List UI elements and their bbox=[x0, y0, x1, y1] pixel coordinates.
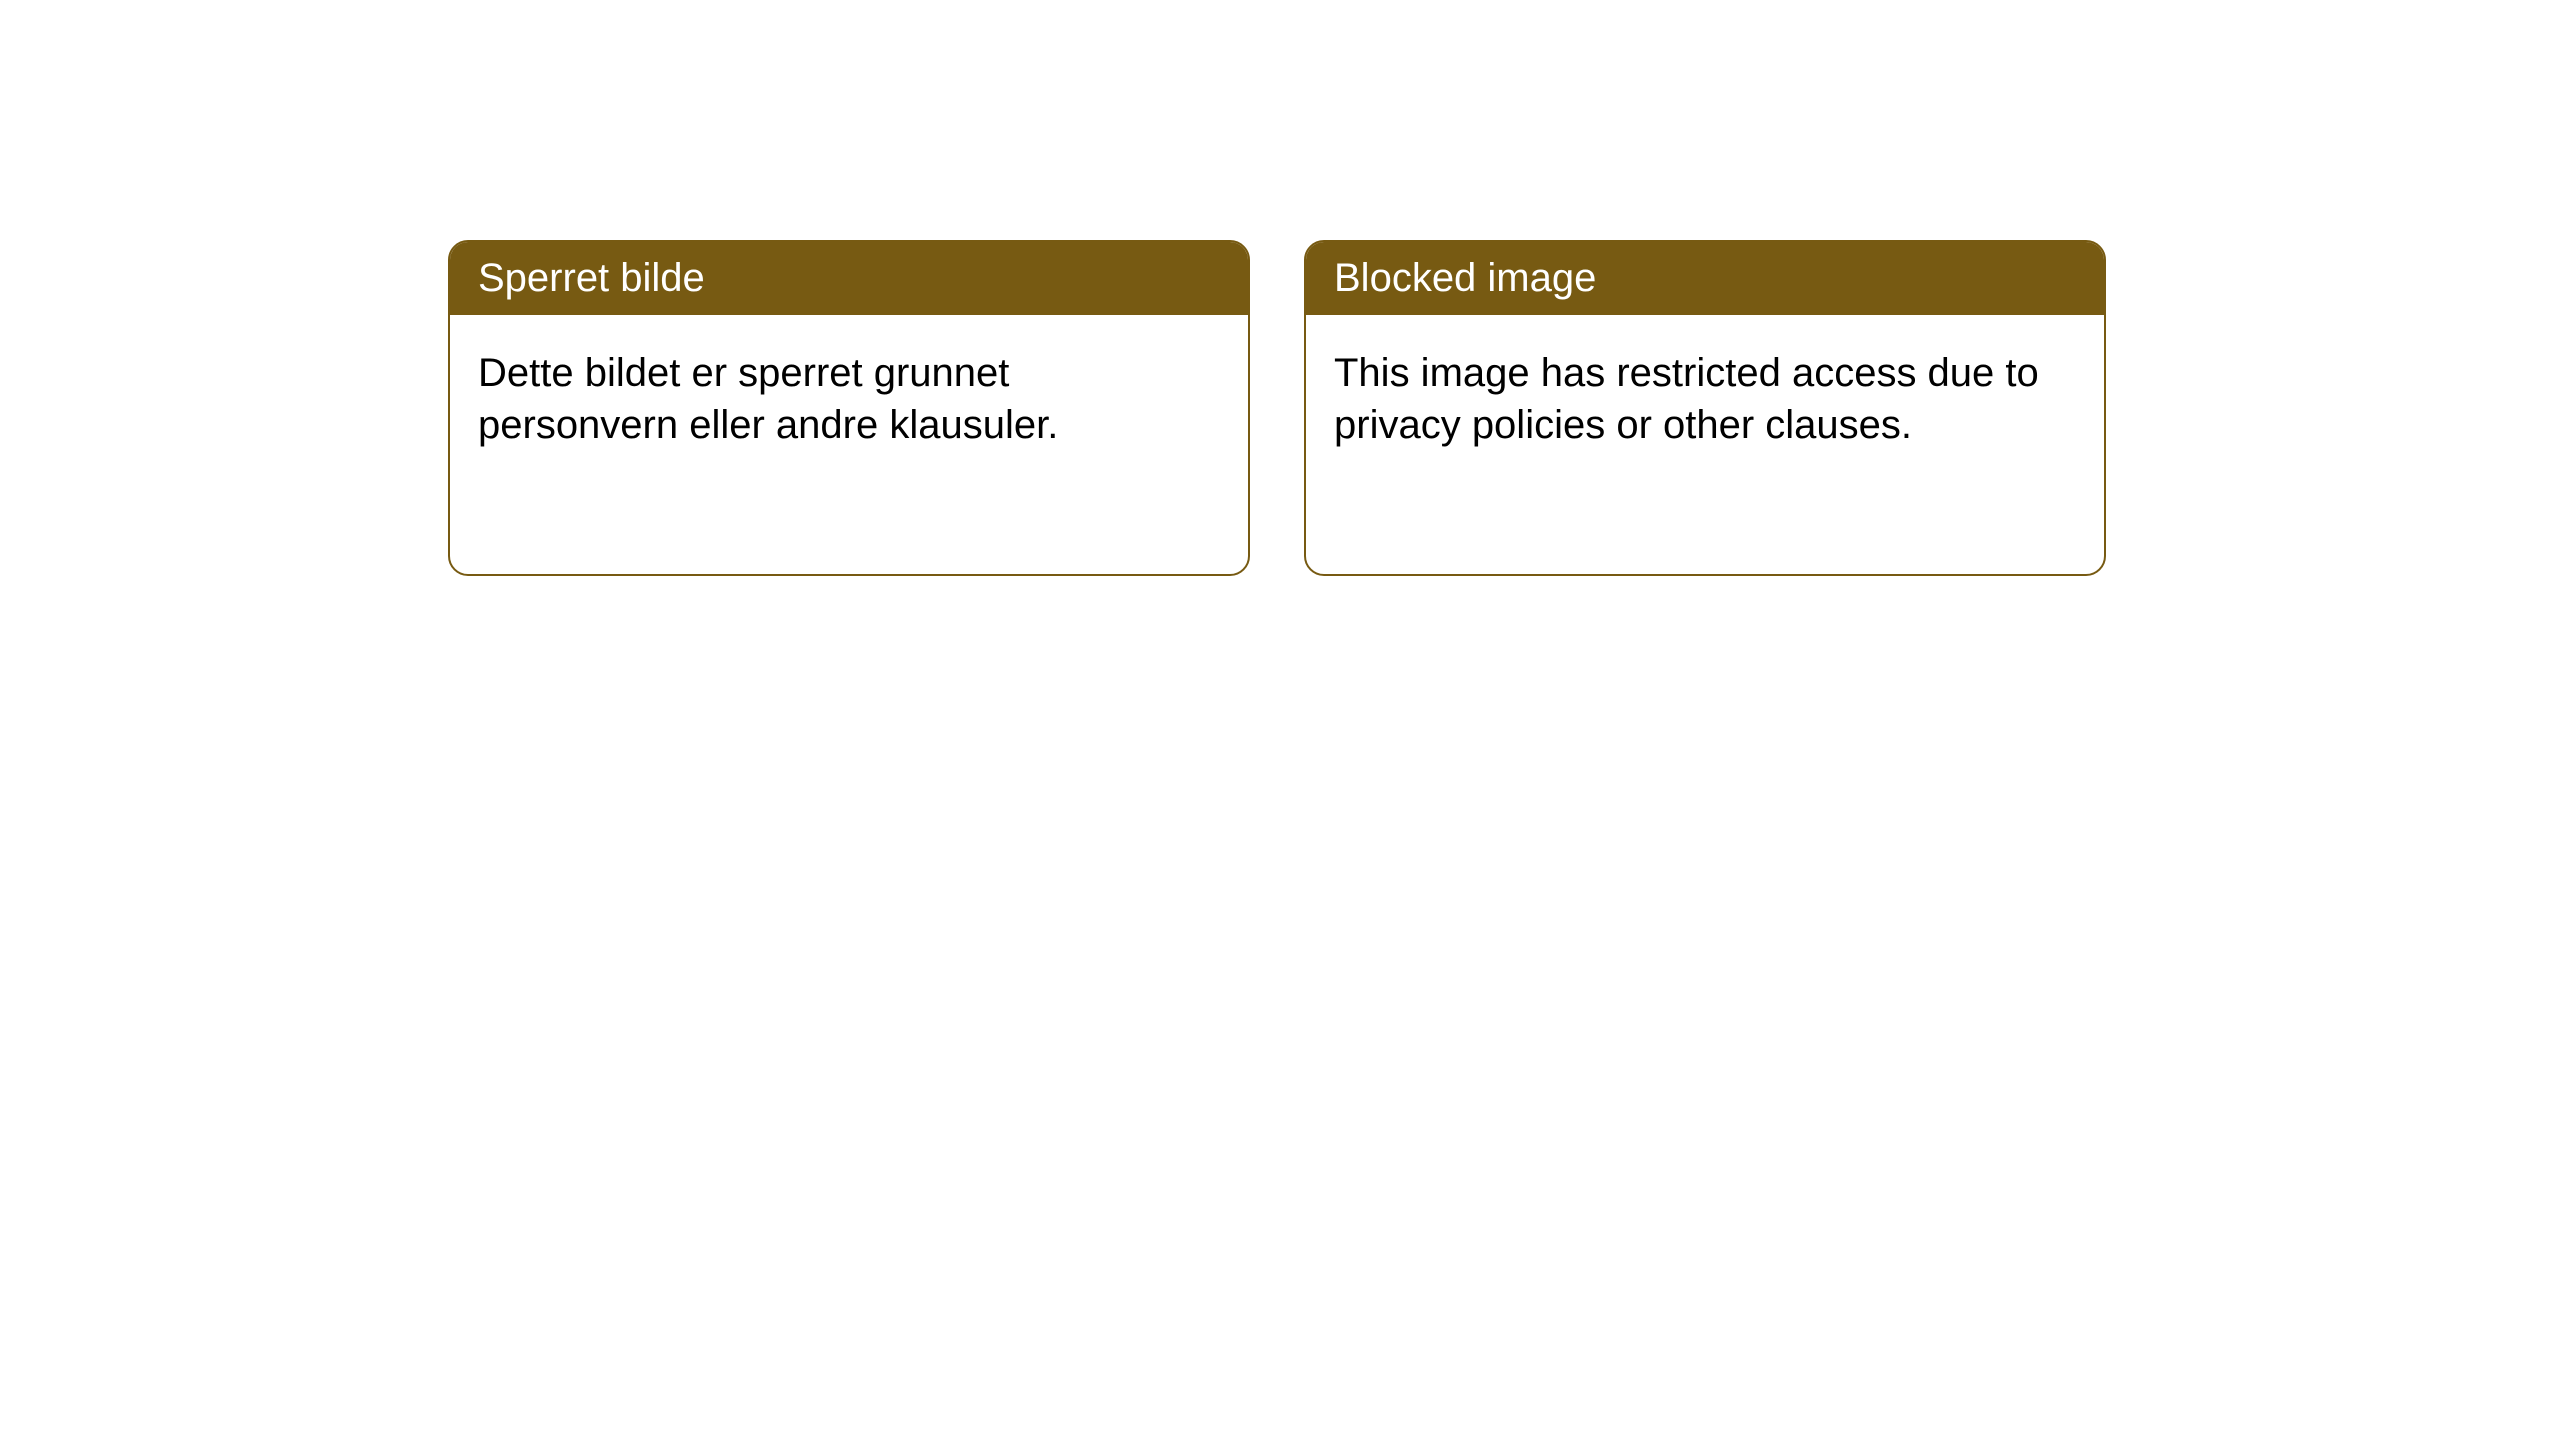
card-header: Sperret bilde bbox=[450, 242, 1248, 315]
notice-card-norwegian: Sperret bilde Dette bildet er sperret gr… bbox=[448, 240, 1250, 576]
card-header: Blocked image bbox=[1306, 242, 2104, 315]
card-body-text: Dette bildet er sperret grunnet personve… bbox=[478, 351, 1058, 447]
notice-card-english: Blocked image This image has restricted … bbox=[1304, 240, 2106, 576]
card-body: This image has restricted access due to … bbox=[1306, 315, 2104, 483]
card-body-text: This image has restricted access due to … bbox=[1334, 351, 2039, 447]
card-body: Dette bildet er sperret grunnet personve… bbox=[450, 315, 1248, 483]
card-title: Sperret bilde bbox=[478, 256, 705, 300]
card-title: Blocked image bbox=[1334, 256, 1596, 300]
notice-container: Sperret bilde Dette bildet er sperret gr… bbox=[0, 0, 2560, 576]
